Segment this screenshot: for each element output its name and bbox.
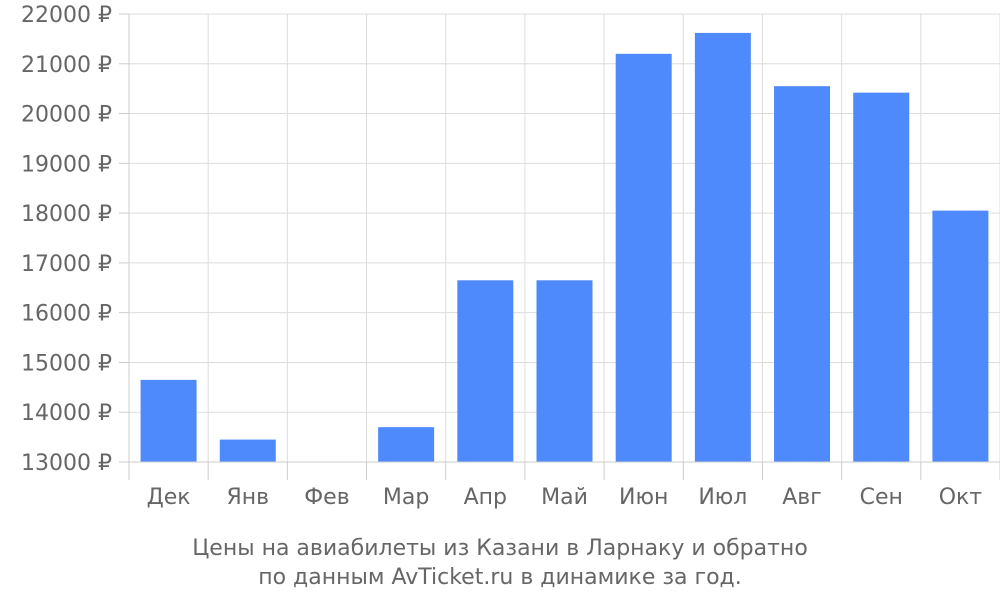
y-tick-label: 13000 ₽ [21,451,112,476]
y-tick-label: 22000 ₽ [21,3,112,28]
x-tick-label: Сен [860,485,903,510]
y-tick-labels: 13000 ₽ 14000 ₽ 15000 ₽ 16000 ₽ 17000 ₽ 18000… [21,3,112,476]
y-tick-label: 16000 ₽ [21,302,112,327]
x-tick-label: Май [541,485,588,510]
bar [457,280,514,462]
x-tick-label: Июл [698,485,747,510]
x-tick-label: Окт [939,485,983,510]
y-tick-label: 14000 ₽ [21,401,112,426]
x-tick-label: Июн [619,485,668,510]
bar [615,53,672,462]
bar [774,86,831,462]
x-tick-label: Фев [304,485,349,510]
y-tick-label: 20000 ₽ [21,103,112,128]
y-tick-label: 21000 ₽ [21,53,112,78]
axes [119,13,1000,480]
bar [378,427,435,462]
x-tick-label: Янв [226,485,269,510]
y-tick-label: 18000 ₽ [21,202,112,227]
x-tick-labels: Дек Янв Фев Мар Апр Май Июн Июл Авг Сен Окт [147,485,983,510]
x-tick-label: Мар [383,485,429,510]
x-tick-label: Апр [464,485,507,510]
bar [932,210,989,462]
bar [219,439,276,462]
bar [140,379,197,462]
y-tick-label: 17000 ₽ [21,252,112,277]
caption-line-2: по данным AvTicket.ru в динамике за год. [258,565,742,590]
bar [694,32,751,462]
caption-line-1: Цены на авиабилеты из Казани в Ларнаку и… [192,536,808,561]
bar [536,280,593,462]
x-tick-label: Авг [782,485,822,510]
y-tick-label: 19000 ₽ [21,152,112,177]
bars [140,32,989,462]
x-tick-label: Дек [147,485,191,510]
y-tick-label: 15000 ₽ [21,351,112,376]
bar [853,92,910,462]
